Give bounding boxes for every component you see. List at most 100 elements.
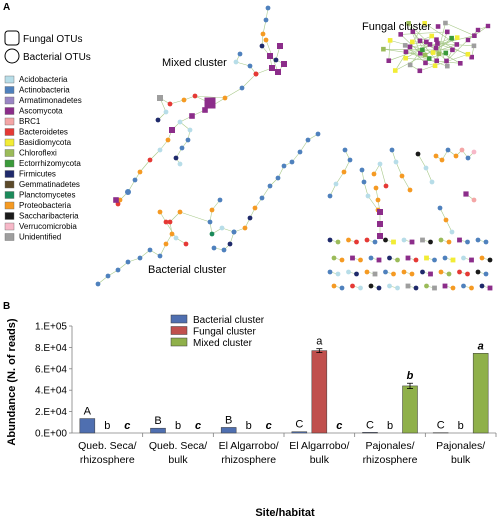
fungal-otu-node: [444, 29, 450, 35]
fungal-otu-node: [386, 58, 392, 64]
legend-label: Bacterial cluster: [193, 315, 265, 326]
bacterial-otu-node: [393, 159, 399, 165]
bacterial-otu-node: [260, 31, 266, 37]
network-edge: [401, 175, 411, 191]
bacterial-otu-node: [157, 147, 163, 153]
taxa-swatch: [4, 86, 15, 94]
bacterial-otu-node: [237, 51, 243, 57]
bacterial-otu-node: [375, 197, 381, 203]
fungal-otu-node: [463, 191, 469, 197]
fungal-otu-node: [487, 285, 493, 291]
bacterial-otu-node: [165, 137, 171, 143]
network-edge: [417, 153, 427, 169]
bacterial-otu-node: [169, 231, 175, 237]
taxa-swatch: [4, 222, 15, 231]
fungal-otu-node: [391, 239, 396, 245]
legend-label: Mixed cluster: [193, 338, 253, 349]
bacterial-otu-node: [263, 17, 269, 23]
fungal-otu-node: [465, 51, 471, 57]
fungal-otu-node: [434, 58, 439, 64]
network-edge: [299, 139, 309, 153]
bacterial-otu-node: [383, 183, 389, 189]
bacterial-otu-node: [347, 157, 353, 163]
fungal-otu-node: [454, 35, 460, 40]
network-edge: [419, 53, 469, 72]
node-shape-legend-label: Fungal OTUs: [23, 34, 82, 45]
panel-a-letter: A: [3, 2, 11, 13]
bacterial-otu-node: [469, 285, 474, 291]
bacterial-otu-node: [265, 5, 271, 11]
node-shape-legend-label: Bacterial OTUs: [23, 52, 91, 63]
bacterial-otu-node: [132, 177, 138, 183]
taxa-legend-item: Proteobacteria: [4, 201, 72, 210]
mixed-cluster-label: Mixed cluster: [162, 57, 227, 69]
taxa-legend-item: Actinobacteria: [4, 86, 70, 95]
bacterial-otu-node: [183, 241, 189, 247]
bacterial-otu-node: [442, 255, 448, 261]
bacterial-otu-node: [341, 169, 347, 175]
bacterial-otu-node: [479, 255, 485, 261]
taxa-legend-item: Unidentified: [4, 233, 61, 242]
taxa-swatch: [4, 149, 15, 157]
bacterial-otu-node: [389, 147, 395, 153]
bacterial-otu-node: [187, 127, 193, 133]
x-tick-label: Queb. Seca/: [78, 440, 136, 452]
abundance-bar-chart: 0.E+00 2.E+04 4.E+04 6.E+04 8.E+04 1.E+05 Que…: [6, 314, 497, 519]
bacterial-otu-node: [449, 229, 455, 235]
bacterial-otu-node: [177, 119, 183, 125]
bacterial-otu-node: [163, 219, 169, 225]
bacterial-otu-node: [331, 283, 337, 289]
fungal-otu-node: [410, 39, 415, 45]
x-tick-label: bulk: [310, 454, 330, 466]
taxa-swatch: [4, 75, 15, 84]
fungal-otu-node: [469, 54, 475, 60]
bacterial-otu-node: [253, 71, 259, 77]
taxa-legend-item: Chloroflexi: [4, 149, 57, 158]
bacterial-otu-node: [117, 197, 123, 203]
fungal-otu-node: [407, 62, 413, 68]
bacterial-otu-node: [453, 153, 459, 159]
taxa-legend-label: Chloroflexi: [19, 149, 57, 158]
fungal-otu-node: [420, 47, 425, 53]
fungal-otu-node: [169, 127, 175, 133]
bacterial-otu-node: [209, 207, 215, 213]
bacterial-otu-node: [137, 169, 143, 175]
taxa-legend-item: Ascomycota: [4, 107, 63, 116]
fungal-otu-node: [444, 58, 449, 64]
fungal-otu-node: [475, 27, 481, 33]
bacterial-otu-node: [173, 155, 179, 161]
bacterial-otu-node: [167, 101, 173, 107]
network-edge: [409, 44, 431, 48]
fungal-otu-node: [409, 239, 415, 245]
significance-label: C: [366, 419, 374, 431]
fungal-otu-node: [436, 51, 442, 57]
fungal-otu-node: [429, 33, 435, 39]
fungal-otu-node: [443, 50, 449, 56]
taxa-legend-item: Saccharibacteria: [4, 212, 79, 221]
taxa-legend-label: Proteobacteria: [19, 201, 72, 210]
fungal-otu-node: [454, 42, 460, 47]
fungal-otu-node: [432, 285, 437, 291]
bacterial-otu-node: [173, 235, 179, 241]
taxa-legend-label: Acidobacteria: [19, 75, 68, 84]
bacterial-otu-node: [373, 185, 379, 191]
y-tick-label: 1.E+05: [35, 322, 67, 333]
fungal-otu-node: [381, 46, 386, 52]
network-edge: [194, 95, 226, 99]
bacterial-otu-node: [185, 137, 191, 143]
bacterial-otu-node: [446, 271, 452, 277]
bacterial-otu-node: [211, 245, 217, 251]
bacterial-otu-node: [365, 193, 371, 199]
taxa-legend-label: Bacteroidetes: [19, 128, 68, 137]
bacterial-otu-node: [263, 37, 269, 43]
bacterial-otu-node: [157, 253, 163, 259]
bacterial-otu-node: [177, 209, 183, 215]
bacterial-otu-node: [471, 197, 477, 203]
network-edge: [379, 163, 387, 187]
network-edge: [235, 61, 251, 67]
bacterial-otu-node: [364, 237, 370, 243]
fungal-otu-node: [450, 47, 455, 53]
y-tick-label: 4.E+04: [35, 386, 67, 397]
network-edge: [425, 167, 433, 183]
fungal-otu-node: [423, 60, 428, 66]
